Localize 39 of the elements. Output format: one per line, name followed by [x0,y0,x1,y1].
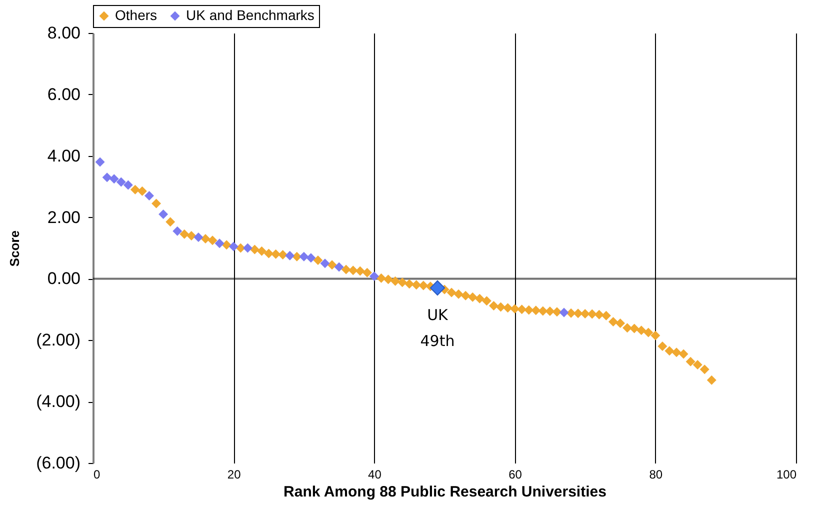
legend-label: Others [115,7,158,23]
point [334,262,344,272]
point [228,242,238,252]
x-tick-label: 100 [776,468,797,482]
point [320,258,330,268]
point [306,253,316,263]
point [109,174,119,184]
y-tick-label: 0.00 [47,269,80,288]
point [285,250,295,260]
y-axis-title: Score [7,230,22,267]
point [194,232,204,242]
x-tick-label: 40 [368,468,382,482]
point [430,280,446,296]
point [102,172,112,182]
legend-label: UK and Benchmarks [186,7,314,23]
point [559,308,569,318]
y-tick-label: 6.00 [47,84,80,104]
point [369,272,379,281]
point [299,252,309,262]
point [144,191,154,201]
point [116,177,126,187]
x-tick-label: 20 [227,468,242,482]
x-tick-label: 60 [508,468,522,482]
point [172,226,182,236]
y-tick-label: 4.00 [47,146,80,166]
x-tick-label: 0 [94,468,100,482]
y-tick-label: 2.00 [47,208,80,227]
point [242,243,252,253]
y-tick-label: (4.00) [36,392,80,412]
point [95,157,105,167]
y-tick-label: (2.00) [36,330,80,350]
point [158,209,168,219]
x-axis-title: Rank Among 88 Public Research Universities [284,484,606,500]
point [123,180,133,190]
point [214,238,224,248]
y-tick-label: 8.00 [47,24,80,42]
x-tick-label: 80 [649,468,663,482]
y-tick-label: (6.00) [36,454,80,472]
annotation: UK 49th [420,306,455,350]
